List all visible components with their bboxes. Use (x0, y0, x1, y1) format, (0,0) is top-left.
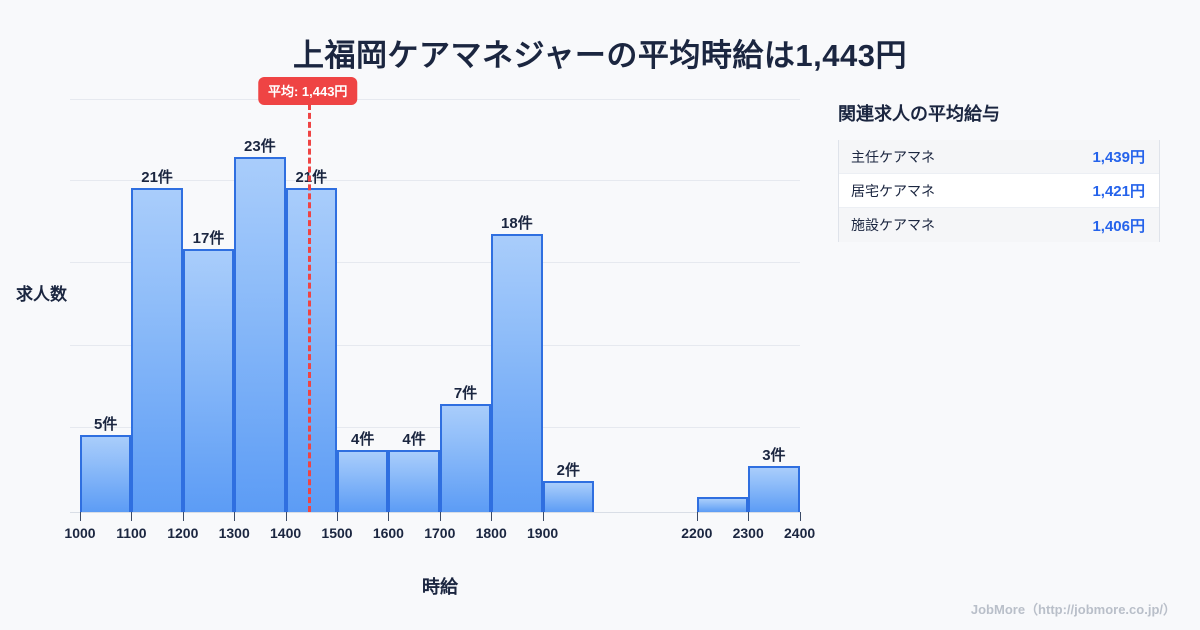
x-tick-label-1500: 1500 (321, 525, 353, 541)
bar-label-1900: 2件 (556, 462, 580, 480)
bar-label-1500: 4件 (351, 431, 375, 449)
x-tick-1200 (182, 512, 184, 521)
bar-label-1800: 18件 (501, 214, 533, 232)
x-tick-1500 (337, 512, 338, 521)
x-tick-label-1300: 1300 (218, 525, 250, 541)
x-tick-2200 (696, 512, 698, 521)
x-tick-label-1900: 1900 (527, 525, 559, 541)
bar-2200-2300[interactable] (696, 496, 749, 512)
bar-label-1200: 17件 (192, 230, 225, 248)
related-salary-table: 主任ケアマネ 1,439円居宅ケアマネ 1,421円施設ケアマネ 1,406円 (838, 140, 1160, 242)
x-tick-2400 (799, 512, 801, 521)
footer-credit: JobMore（http://jobmore.co.jp/） (970, 602, 1176, 617)
gridline-3 (70, 345, 800, 346)
bar-1300-1400[interactable] (234, 156, 286, 512)
bar-label-1100: 21件 (141, 168, 173, 186)
salary-row-value: 1,406円 (1092, 217, 1145, 235)
x-axis-baseline (70, 512, 800, 513)
x-tick-1900 (542, 512, 544, 521)
x-tick-2300 (748, 512, 750, 521)
bar-label-1400: 21件 (295, 168, 328, 186)
bar-label-2300: 3件 (762, 446, 786, 464)
bar-label-1000: 5件 (94, 415, 118, 433)
chart-plot-area (70, 98, 800, 513)
x-tick-label-2400: 2400 (784, 525, 816, 541)
x-tick-1100 (131, 512, 133, 521)
table-row[interactable]: 主任ケアマネ 1,439円 (839, 140, 1159, 174)
related-salary-panel: 関連求人の平均給与 主任ケアマネ 1,439円居宅ケアマネ 1,421円施設ケアマネ… (838, 100, 1168, 242)
bar-1700-1800[interactable] (439, 403, 492, 512)
x-axis-title: 時給 (422, 577, 458, 597)
x-tick-1700 (439, 512, 441, 521)
table-row[interactable]: 施設ケアマネ 1,406円 (839, 208, 1159, 242)
gridline-2 (70, 262, 800, 263)
table-row[interactable]: 居宅ケアマネ 1,421円 (839, 174, 1159, 208)
bar-1900-2000[interactable] (542, 481, 594, 512)
salary-row-label: 主任ケアマネ (851, 148, 935, 165)
x-tick-label-1400: 1400 (270, 525, 302, 541)
average-line-marker (307, 104, 311, 512)
x-tick-label-1200: 1200 (167, 525, 199, 541)
x-tick-1600 (388, 512, 390, 521)
x-tick-1800 (491, 512, 493, 521)
salary-row-label: 施設ケアマネ (851, 217, 935, 233)
page-title: 上福岡ケアマネジャーの平均時給は1,443円 (292, 38, 908, 73)
salary-row-value: 1,421円 (1092, 183, 1145, 200)
gridline-1 (70, 180, 800, 181)
x-tick-label-1800: 1800 (475, 525, 507, 541)
bar-1600-1700[interactable] (388, 450, 440, 512)
bar-label-1600: 4件 (402, 431, 426, 449)
gridline-0 (70, 99, 800, 100)
bar-1100-1200[interactable] (131, 187, 183, 512)
related-salary-title: 関連求人の平均給与 (838, 104, 1000, 124)
bar-1000-1100[interactable] (80, 434, 132, 512)
bar-1400-1500[interactable] (285, 187, 337, 512)
x-tick-1000 (80, 512, 81, 521)
x-tick-1300 (234, 512, 236, 521)
gridline-4 (70, 427, 800, 428)
y-axis-title: 求人数 (16, 285, 67, 304)
bar-label-1700: 7件 (453, 384, 478, 402)
bar-label-1300: 23件 (244, 137, 276, 155)
x-tick-label-2200: 2200 (681, 525, 713, 541)
x-tick-1400 (285, 512, 287, 521)
bar-2300-2400[interactable] (748, 465, 800, 512)
bar-1200-1300[interactable] (182, 249, 235, 512)
bar-1500-1600[interactable] (337, 450, 389, 512)
salary-row-value: 1,439円 (1092, 149, 1145, 166)
x-tick-label-1100: 1100 (116, 525, 147, 541)
x-tick-label-2300: 2300 (732, 525, 764, 541)
average-badge: 平均: 1,443円 (257, 77, 358, 105)
bar-1800-1900[interactable] (491, 233, 543, 512)
salary-row-label: 居宅ケアマネ (851, 182, 935, 199)
x-tick-label-1700: 1700 (424, 525, 456, 541)
x-tick-label-1000: 1000 (64, 525, 96, 541)
x-tick-label-1600: 1600 (372, 525, 404, 541)
